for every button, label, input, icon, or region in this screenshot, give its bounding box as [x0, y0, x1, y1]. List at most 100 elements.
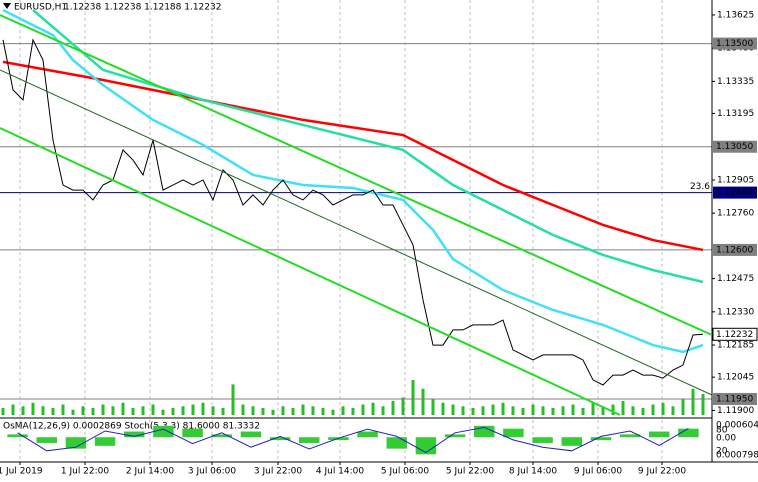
volume-bar — [581, 408, 585, 415]
x-tick-label: 1 Jul 22:00 — [61, 467, 110, 477]
volume-bar — [631, 406, 635, 415]
volume-bar — [671, 406, 675, 415]
x-tick-label: 3 Jul 06:00 — [188, 467, 237, 477]
volume-bar — [111, 406, 115, 415]
level-box — [713, 37, 757, 50]
volume-bar — [371, 402, 375, 415]
volume-bar — [491, 404, 495, 415]
osma-bar — [124, 431, 145, 438]
volume-bar — [231, 384, 235, 415]
osma-bar — [649, 431, 670, 438]
volume-bar — [621, 401, 625, 415]
volume-bar — [141, 406, 145, 415]
channel-lower — [0, 127, 621, 416]
volume-bar — [481, 406, 485, 415]
volume-bar — [391, 401, 395, 415]
volume-bar — [181, 406, 185, 415]
volume-bar — [511, 406, 515, 415]
volume-bar — [191, 404, 195, 415]
volume-bar — [321, 408, 325, 415]
volume-bar — [591, 402, 595, 415]
osma-bar — [65, 437, 87, 449]
volume-bar — [331, 409, 335, 415]
y-tick-label: 1.13625 — [717, 10, 754, 20]
volume-bar — [361, 404, 365, 415]
volume-bar — [611, 404, 615, 415]
indicator-label: 0.0006045 — [716, 421, 758, 431]
x-tick-label: 3 Jul 22:00 — [254, 467, 303, 477]
indicator-label: 0.000798 — [716, 451, 758, 461]
level-label: 1.13500 — [716, 39, 753, 49]
volume-bar — [81, 406, 85, 415]
x-tick-label: 5 Jul 22:00 — [446, 467, 495, 477]
osma-bar — [415, 437, 437, 455]
volume-bar — [341, 406, 345, 415]
volume-bar — [441, 402, 445, 415]
osma-bar — [240, 431, 262, 438]
volume-bar — [431, 399, 435, 415]
osma-bar — [269, 437, 291, 441]
volume-bar — [501, 402, 505, 415]
volume-bar — [571, 404, 575, 415]
price-line — [2, 38, 704, 386]
x-tick-label: 1 Jul 2019 — [0, 467, 43, 477]
symbol-icon — [3, 3, 11, 9]
osma-bar — [386, 437, 407, 449]
volume-bar — [531, 404, 535, 415]
volume-bar — [101, 404, 105, 415]
fib-label: 1.12850 — [716, 188, 753, 198]
volume-bar — [421, 388, 425, 415]
indicator-label: 80 — [716, 426, 728, 436]
y-tick-label: 1.12760 — [717, 209, 754, 219]
volume-bar — [661, 402, 665, 415]
price-plot — [0, 0, 712, 462]
x-tick-label: 5 Jul 06:00 — [381, 467, 430, 477]
volume-bar — [51, 408, 55, 415]
volume-bar — [71, 409, 75, 415]
osma-bar — [474, 425, 495, 438]
symbol: EURUSD,H1 — [14, 3, 67, 13]
level-label: 1.11950 — [716, 394, 753, 404]
volume-bar — [681, 399, 685, 415]
volume-bar — [521, 408, 525, 415]
volume-bar — [451, 404, 455, 415]
x-tick-label: 4 Jul 14:00 — [316, 467, 365, 477]
volume-bar — [221, 408, 225, 415]
volume-bar — [471, 408, 475, 415]
volume-bar — [271, 409, 275, 415]
level-box — [713, 392, 757, 405]
osma-bar — [153, 425, 174, 438]
volume-bar — [701, 394, 705, 415]
x-tick-label: 9 Jul 22:00 — [638, 467, 687, 477]
osma-bar — [182, 428, 203, 438]
osma-bar — [561, 437, 582, 446]
volume-bar — [161, 409, 165, 415]
volume-bar — [541, 406, 545, 415]
osma-bar — [36, 437, 57, 443]
osma-bar — [678, 428, 699, 438]
volume-bar — [21, 406, 25, 415]
volume-bar — [211, 406, 215, 415]
level-box — [713, 243, 757, 256]
volume-bar — [261, 408, 265, 415]
osma-bar — [503, 428, 524, 438]
moving-average — [32, 9, 704, 284]
moving-average — [2, 60, 704, 252]
stoch-line — [17, 426, 689, 454]
volume-bar — [11, 404, 15, 415]
volume-bar — [151, 404, 155, 415]
y-tick-label: 1.12905 — [717, 175, 754, 185]
volume-bar — [31, 402, 35, 415]
x-tick-label: 8 Jul 14:00 — [509, 467, 558, 477]
volume-bar — [281, 406, 285, 415]
y-tick-label: 1.12475 — [717, 274, 754, 284]
volume-bar — [291, 408, 295, 415]
level-label: 1.13050 — [716, 142, 753, 152]
channel-middle — [0, 69, 713, 396]
channel-upper — [0, 14, 713, 336]
y-tick-label: 1.11900 — [717, 406, 754, 416]
x-tick-label: 9 Jul 06:00 — [574, 467, 623, 477]
volume-bar — [121, 402, 125, 415]
